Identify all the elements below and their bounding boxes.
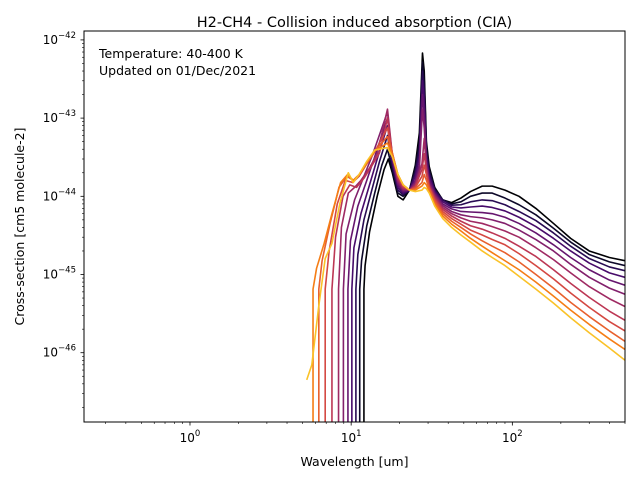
series-line-11 [312,142,625,422]
y-axis-ticks: 10−46 10−45 10−44 10−43 10−42 [43,31,84,408]
y-tick-label: 10−45 [43,266,76,282]
temperature-annotation: Temperature: 40-400 K [98,46,244,61]
series-layer [305,52,625,422]
updated-annotation: Updated on 01/Dec/2021 [99,63,256,78]
x-tick-label: 100 [180,429,201,445]
chart-title: H2-CH4 - Collision induced absorption (C… [197,15,512,31]
y-tick-label: 10−46 [43,344,76,360]
y-tick-label: 10−43 [43,109,76,125]
y-tick-label: 10−42 [43,31,76,47]
x-tick-label: 102 [502,429,523,445]
series-line-12 [305,146,625,381]
series-line-8 [331,117,625,422]
y-tick-label: 10−44 [43,187,76,203]
x-axis-ticks: 100 101 102 [105,422,626,445]
x-tick-label: 101 [341,429,362,445]
y-axis-label: Cross-section [cm5 molecule-2] [12,128,27,326]
plot-frame [83,30,626,423]
x-axis-label: Wavelength [um] [301,454,409,469]
